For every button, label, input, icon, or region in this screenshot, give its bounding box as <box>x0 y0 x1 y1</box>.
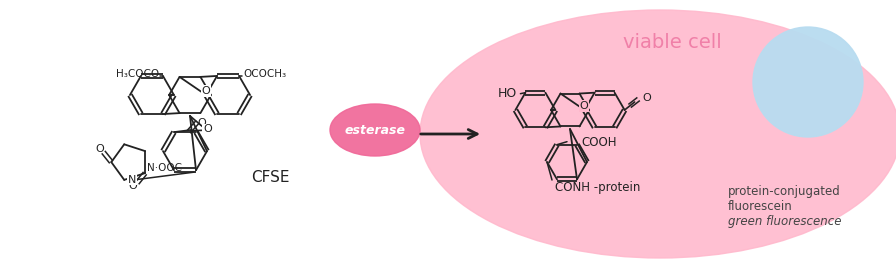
Text: O: O <box>202 86 210 96</box>
Text: fluorescein: fluorescein <box>728 200 793 214</box>
Text: O: O <box>580 101 589 111</box>
Text: O: O <box>642 93 651 103</box>
Text: esterase: esterase <box>344 123 406 136</box>
Text: O: O <box>129 181 137 191</box>
Text: CFSE: CFSE <box>251 171 289 186</box>
Text: protein-conjugated: protein-conjugated <box>728 186 840 199</box>
Text: viable cell: viable cell <box>623 33 721 51</box>
Ellipse shape <box>420 10 896 258</box>
Text: O: O <box>95 144 104 154</box>
Circle shape <box>753 27 863 137</box>
Text: CONH -protein: CONH -protein <box>555 182 641 194</box>
Ellipse shape <box>330 104 420 156</box>
Text: O: O <box>203 124 211 134</box>
Text: COOH: COOH <box>581 136 616 149</box>
Text: OCOCH₃: OCOCH₃ <box>243 69 286 79</box>
Text: green fluorescence: green fluorescence <box>728 215 841 228</box>
Text: O: O <box>197 118 206 128</box>
Text: N: N <box>128 175 136 185</box>
Text: H₃COCO: H₃COCO <box>116 69 159 79</box>
Text: N·OOC: N·OOC <box>147 163 182 173</box>
Text: HO: HO <box>498 87 517 100</box>
